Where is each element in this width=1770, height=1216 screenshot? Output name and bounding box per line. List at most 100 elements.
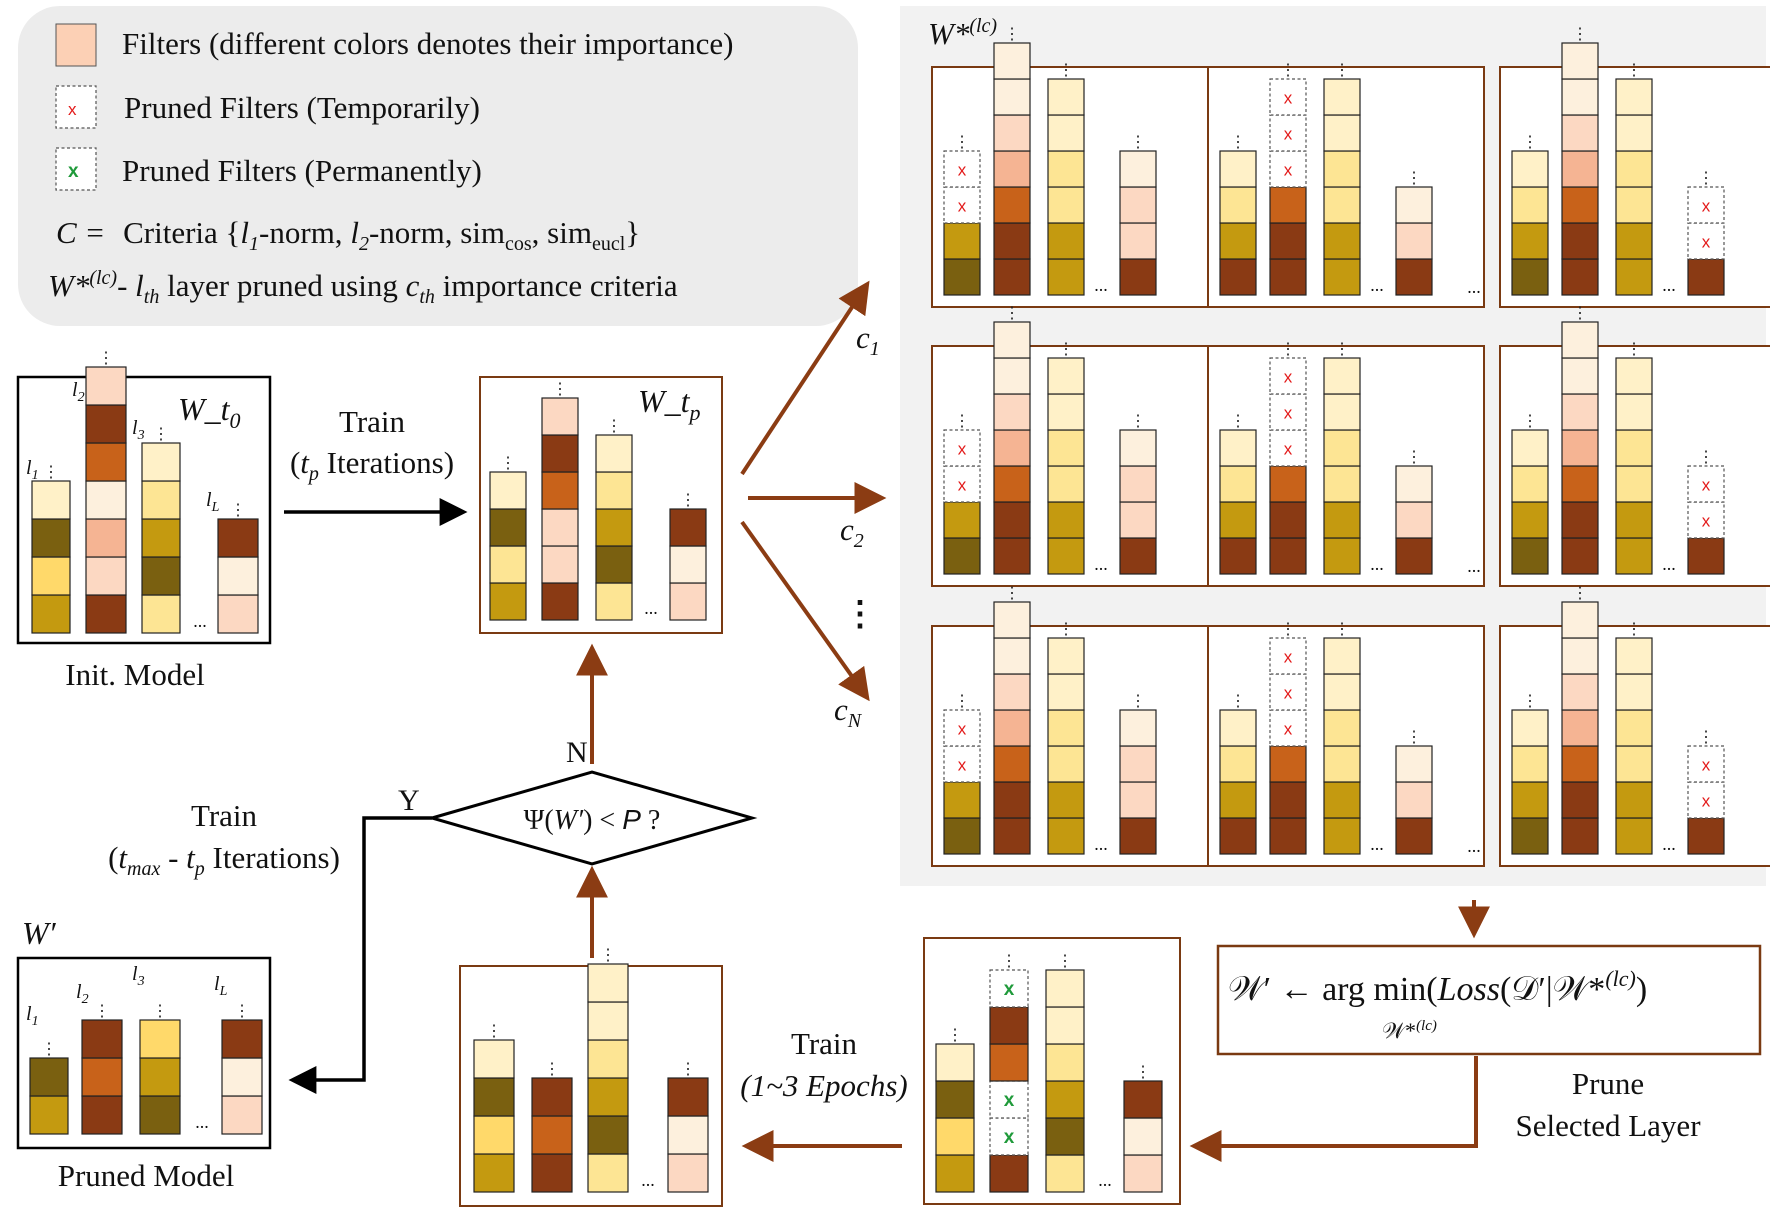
pruned-l3-label: l3 [132, 963, 145, 989]
filter-cell [1323, 222, 1361, 260]
filter-vdots: ⋮ [98, 350, 114, 367]
filter-cell [1561, 78, 1599, 116]
filter-cell [85, 442, 127, 482]
filter-cell [1561, 537, 1599, 575]
criteria-layer-stack: xxx⋮ [1269, 621, 1307, 855]
pruned-filter-cell [989, 1117, 1029, 1156]
filter-cell [669, 545, 707, 584]
filter-vdots: ⋮ [1135, 1064, 1151, 1081]
criteria-layer-stack: ⋮ [1615, 341, 1653, 575]
filter-cell [993, 78, 1031, 116]
filter-cell [1269, 537, 1307, 575]
filter-cell [29, 1057, 69, 1097]
filter-vdots: ⋮ [1406, 449, 1422, 466]
filter-vdots: ⋮ [230, 502, 246, 519]
filter-cell [1047, 186, 1085, 224]
filter-vdots: ⋮ [680, 492, 696, 509]
filter-cell [1615, 781, 1653, 819]
train-top-line2: (tp Iterations) [290, 445, 454, 485]
filter-cell [1047, 465, 1085, 503]
filter-cell [1511, 258, 1549, 296]
filter-cell [1219, 465, 1257, 503]
filter-vdots: ⋮ [1406, 729, 1422, 746]
filter-cell [1323, 357, 1361, 395]
sel-l3-stack: ⋮ [1045, 953, 1085, 1193]
red-x-icon: x [958, 439, 967, 458]
filter-vdots: ⋮ [1522, 134, 1538, 151]
legend-pruned-perm-label: Pruned Filters (Permanently) [122, 153, 482, 188]
filter-cell [1269, 745, 1307, 783]
filter-vdots: ⋮ [43, 464, 59, 481]
legend-w-definition: W*(lc)- lth layer pruned using cth impor… [48, 267, 678, 308]
decision-text: Ψ(W′) < P ? [524, 804, 661, 836]
filter-cell [31, 556, 71, 596]
formula-main: 𝒲′ ← arg min(Loss(𝒟′|𝒲*(lc)) [1228, 966, 1647, 1008]
filter-cell [993, 357, 1031, 395]
ft-lL-stack: ⋮ [667, 1061, 709, 1193]
legend-pruned-temp-swatch [55, 85, 97, 129]
filter-cell [81, 1095, 123, 1135]
criteria-layer-stack: ⋮ [1323, 341, 1361, 575]
criteria-layer-stack: xx ⋮ [1687, 729, 1725, 855]
filter-cell [1219, 222, 1257, 260]
filter-cell [1561, 637, 1599, 675]
legend-criteria: C = Criteria {l1-norm, l2-norm, simcos, … [56, 215, 640, 255]
filter-cell [1269, 222, 1307, 260]
green-x-icon: x [1004, 1127, 1015, 1148]
filter-cell [139, 1019, 181, 1059]
criteria-layer-stack: ⋮ [1561, 305, 1599, 575]
init-lL-label: lL [206, 489, 220, 515]
filter-vdots: ⋮ [1626, 621, 1642, 638]
criteria-layer-stack: ⋮ [1047, 621, 1085, 855]
filter-cell [1119, 817, 1157, 855]
filter-cell [541, 545, 579, 584]
criteria-layer-stack: xx ⋮ [943, 134, 981, 296]
red-x-icon: x [1284, 160, 1293, 179]
filter-cell [1219, 817, 1257, 855]
red-x-icon: x [1702, 755, 1711, 774]
filter-cell [595, 545, 633, 584]
filter-vdots: ⋮ [954, 693, 970, 710]
criteria-layer-stack: ⋮ [1615, 62, 1653, 296]
filter-vdots: ⋮ [1406, 170, 1422, 187]
filter-cell [1395, 501, 1433, 539]
filter-vdots: ⋮ [1334, 341, 1350, 358]
filter-cell [85, 556, 127, 596]
filter-cell [1561, 321, 1599, 359]
filter-cell [1615, 465, 1653, 503]
filter-cell [989, 1006, 1029, 1045]
filter-vdots: ⋮ [1001, 953, 1017, 970]
sel-lL-stack: ⋮ [1123, 1064, 1163, 1193]
filter-cell [993, 745, 1031, 783]
filter-cell [1511, 186, 1549, 224]
filter-cell [141, 442, 181, 482]
layer-ellipsis: ... [1094, 834, 1108, 854]
filter-cell [669, 508, 707, 547]
filter-cell [1615, 673, 1653, 711]
filter-cell [667, 1153, 709, 1193]
filter-cell [1047, 222, 1085, 260]
filter-cell [541, 471, 579, 510]
filter-cell [1047, 745, 1085, 783]
criteria-layer-stack: ⋮ [1047, 341, 1085, 575]
filter-cell [141, 556, 181, 596]
pruned-filter-cell [1687, 186, 1725, 224]
filter-cell [1119, 150, 1157, 188]
filter-cell [541, 397, 579, 436]
criteria-label-c2: c2 [840, 512, 864, 552]
filter-cell [595, 471, 633, 510]
sel-l1-stack: ⋮ [935, 1027, 975, 1193]
filter-cell [473, 1039, 515, 1079]
arrow-prune-layer [1189, 1056, 1478, 1162]
pruned-filter-cell [1687, 465, 1725, 503]
filter-cell [1047, 817, 1085, 855]
filter-cell [1047, 114, 1085, 152]
filter-cell [1219, 709, 1257, 747]
filter-cell [473, 1077, 515, 1117]
layer-ellipsis: ... [195, 1112, 209, 1132]
filter-cell [1615, 186, 1653, 224]
filter-cell [993, 501, 1031, 539]
filter-cell [1323, 637, 1361, 675]
criteria-layer-stack: ⋮ [1219, 413, 1257, 575]
pruned-filter-cell [943, 150, 981, 188]
